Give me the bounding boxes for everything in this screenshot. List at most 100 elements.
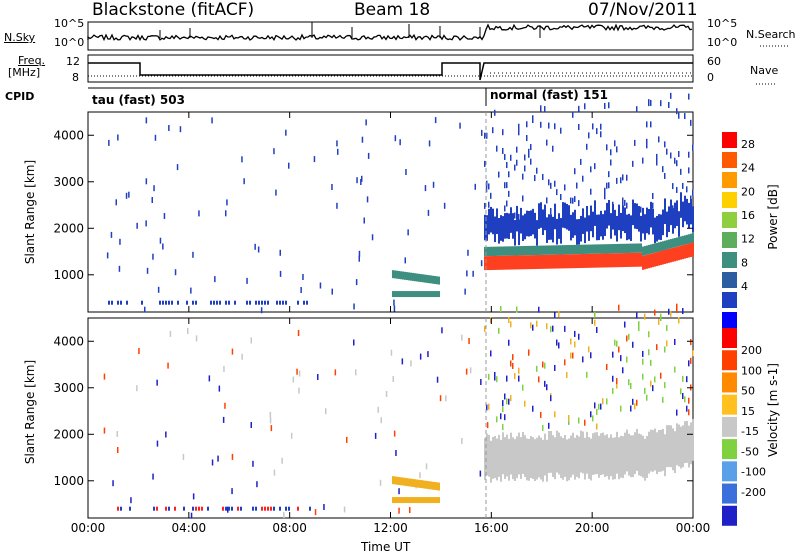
power-band-mid bbox=[624, 243, 626, 254]
power-band-mid bbox=[600, 244, 602, 254]
power-band-outer bbox=[506, 212, 508, 239]
power-scatter-echo bbox=[590, 188, 592, 195]
freq-unit: [MHz] bbox=[8, 66, 41, 79]
power-band-mid bbox=[604, 244, 606, 254]
velocity-patch-echo bbox=[424, 480, 426, 489]
power-echo bbox=[117, 134, 119, 141]
velocity-scatter-echo bbox=[502, 400, 504, 407]
power-scatter-echo bbox=[564, 216, 566, 223]
velocity-echo bbox=[325, 408, 327, 415]
power-band-outer bbox=[514, 220, 516, 246]
velocity-echo bbox=[165, 431, 167, 438]
power-band-mid bbox=[602, 244, 604, 254]
power-band-mid bbox=[650, 244, 652, 254]
power-echo bbox=[125, 192, 128, 199]
velocity-scatter-echo bbox=[646, 394, 648, 401]
power-band-core bbox=[494, 255, 496, 270]
power-near-echo bbox=[279, 300, 281, 305]
power-echo bbox=[358, 255, 360, 262]
x-tick-label: 08:00 bbox=[272, 521, 307, 535]
power-band-outer bbox=[486, 215, 488, 241]
cpid-label: CPID bbox=[5, 90, 35, 103]
nsearch-tick-high: 10^5 bbox=[707, 17, 738, 30]
power-scatter-echo bbox=[650, 214, 652, 221]
power-band-mid bbox=[692, 233, 694, 243]
velocity-patch-echo bbox=[436, 482, 438, 491]
power-band-core bbox=[488, 256, 490, 271]
velocity-scatter-echo bbox=[686, 405, 688, 412]
power-scatter-echo bbox=[604, 193, 606, 200]
power-band-outer bbox=[568, 205, 570, 231]
velocity-band bbox=[612, 437, 614, 480]
velocity-echo bbox=[138, 348, 140, 354]
velocity-echo bbox=[461, 438, 463, 444]
power-scatter-echo bbox=[542, 173, 544, 180]
power-near-echo bbox=[276, 300, 278, 305]
velocity-band bbox=[490, 440, 492, 483]
velocity-patch-echo bbox=[412, 497, 414, 504]
velocity-scatter-echo bbox=[644, 387, 646, 394]
velocity-scatter-echo bbox=[606, 363, 608, 370]
radar-title: Blackstone (fitACF) bbox=[92, 0, 255, 20]
power-band-outer bbox=[610, 213, 612, 239]
velocity-band bbox=[556, 430, 558, 473]
power-band-outer bbox=[656, 215, 658, 242]
power-scatter-echo bbox=[574, 168, 576, 175]
power-ytick-label: 4000 bbox=[53, 128, 84, 142]
power-scatter-echo bbox=[616, 177, 618, 184]
velocity-scatter-echo bbox=[506, 398, 508, 405]
velocity-echo bbox=[136, 385, 138, 392]
velocity-patch-echo bbox=[394, 476, 396, 485]
velocity-scatter-echo bbox=[606, 398, 608, 405]
power-band-outer bbox=[634, 203, 636, 229]
velocity-patch-echo bbox=[392, 497, 394, 504]
power-scatter-echo bbox=[674, 157, 676, 164]
nave-tick-low: 0 bbox=[707, 71, 714, 84]
power-scatter-echo bbox=[496, 145, 498, 152]
power-patch-echo bbox=[404, 291, 406, 298]
power-band-core bbox=[672, 247, 674, 262]
velocity-scatter-echo bbox=[564, 359, 566, 366]
velocity-scatter-echo bbox=[508, 398, 510, 405]
power-scatter-echo bbox=[650, 99, 652, 106]
power-echo bbox=[399, 139, 401, 146]
power-scatter-echo bbox=[664, 172, 666, 179]
velocity-echo bbox=[231, 488, 233, 495]
velocity-echo bbox=[296, 368, 298, 375]
velocity-band bbox=[652, 429, 654, 472]
power-echo bbox=[115, 199, 117, 206]
power-band-mid bbox=[632, 243, 634, 253]
velocity-echo bbox=[231, 348, 234, 355]
velocity-patch-echo bbox=[430, 481, 432, 490]
velocity-band bbox=[578, 436, 580, 479]
power-band-outer bbox=[538, 203, 540, 229]
power-scatter-echo bbox=[610, 159, 612, 166]
velocity-scatter-echo bbox=[490, 350, 492, 357]
cpid-mode-2: normal (fast) 151 bbox=[490, 88, 608, 102]
power-band-mid bbox=[652, 243, 654, 254]
power-band-core bbox=[544, 254, 546, 269]
power-band-mid bbox=[544, 245, 546, 255]
velocity-echo bbox=[317, 374, 319, 380]
velocity-colorbar-cell bbox=[722, 350, 737, 371]
power-scatter-echo bbox=[492, 127, 494, 134]
power-patch-echo bbox=[394, 291, 396, 298]
velocity-band bbox=[508, 438, 510, 481]
power-band-outer bbox=[580, 215, 582, 242]
power-scatter-echo bbox=[498, 171, 500, 178]
power-echo bbox=[363, 217, 365, 224]
velocity-echo bbox=[377, 406, 379, 413]
velocity-scatter-echo bbox=[666, 340, 668, 347]
power-scatter-echo bbox=[692, 207, 694, 214]
power-scatter-echo bbox=[690, 195, 692, 202]
power-scatter-echo bbox=[516, 146, 518, 153]
freq-tick-low: 8 bbox=[72, 71, 79, 84]
velocity-near-echo bbox=[129, 506, 131, 511]
velocity-band bbox=[572, 432, 574, 475]
power-echo bbox=[472, 270, 474, 277]
power-band-mid bbox=[504, 246, 506, 256]
power-echo bbox=[168, 125, 170, 131]
velocity-scatter-echo bbox=[542, 424, 544, 431]
velocity-scatter-echo bbox=[654, 376, 656, 383]
velocity-scatter-echo bbox=[690, 357, 692, 364]
